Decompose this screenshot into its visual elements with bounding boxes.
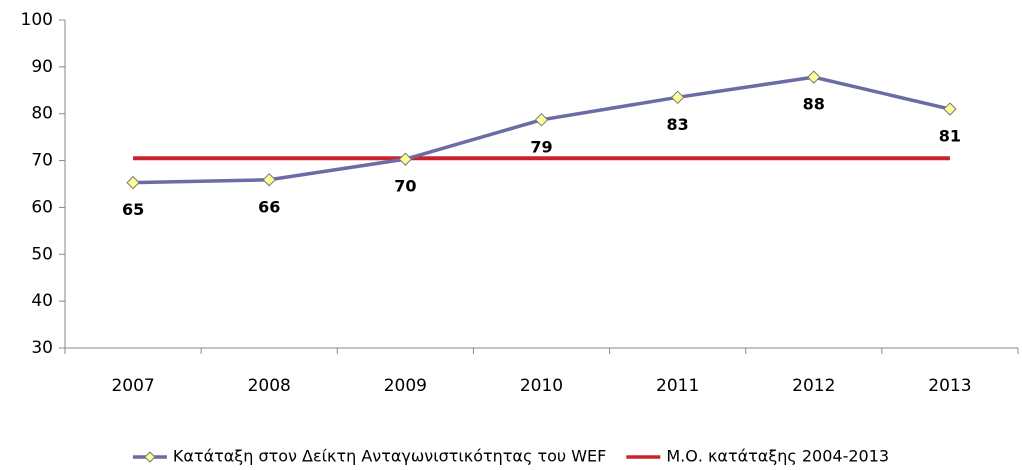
x-tick-label: 2008	[248, 376, 291, 396]
y-tick-label: 80	[31, 104, 53, 124]
marker	[670, 90, 685, 105]
legend-label: Κατάταξη στον Δείκτη Ανταγωνιστικότητας …	[173, 447, 606, 466]
marker	[807, 70, 821, 84]
y-tick-label: 90	[31, 57, 53, 77]
marker	[943, 102, 957, 116]
data-label: 81	[939, 127, 961, 146]
y-tick-label: 50	[31, 244, 53, 264]
marker	[262, 173, 276, 187]
data-label: 83	[667, 115, 689, 134]
data-label: 65	[122, 200, 144, 219]
data-label: 70	[394, 177, 416, 196]
y-tick-label: 70	[31, 151, 53, 171]
legend-label: Μ.Ο. κατάταξης 2004-2013	[666, 447, 889, 466]
x-tick-label: 2011	[656, 376, 699, 396]
x-tick-label: 2010	[520, 376, 563, 396]
marker	[126, 175, 140, 190]
y-tick-label: 40	[31, 291, 53, 311]
x-tick-label: 2007	[111, 376, 154, 396]
y-tick-label: 100	[21, 10, 53, 30]
series-line	[133, 75, 951, 185]
data-label: 88	[803, 95, 825, 114]
marker	[398, 152, 413, 166]
data-label: 79	[530, 137, 552, 156]
x-tick-label: 2013	[928, 376, 971, 396]
x-tick-label: 2012	[792, 376, 835, 396]
y-tick-label: 30	[31, 338, 53, 358]
marker	[534, 113, 549, 127]
x-tick-label: 2009	[384, 376, 427, 396]
legend-marker	[144, 451, 156, 463]
y-tick-label: 60	[31, 197, 53, 217]
data-label: 66	[258, 197, 280, 216]
